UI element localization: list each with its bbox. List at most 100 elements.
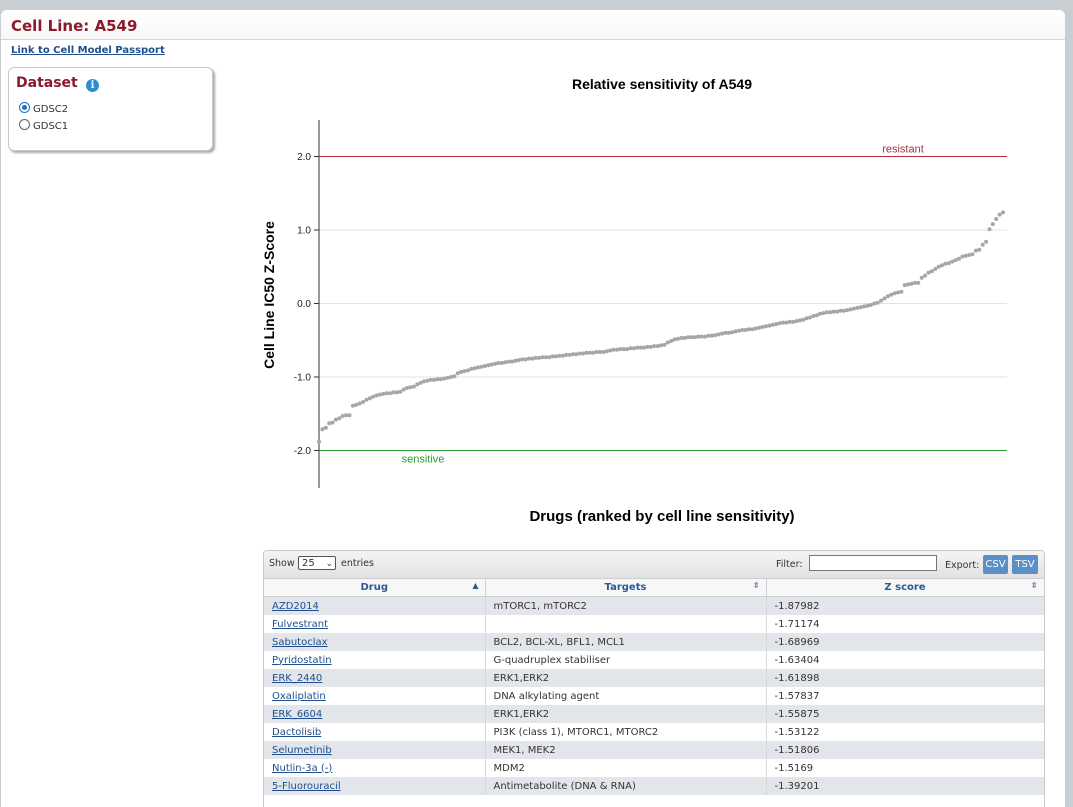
data-point[interactable] (994, 217, 999, 221)
data-point[interactable] (411, 384, 416, 389)
data-point[interactable] (564, 352, 569, 357)
data-point[interactable] (340, 414, 345, 418)
data-point[interactable] (543, 355, 548, 360)
data-point[interactable] (554, 354, 558, 359)
data-point[interactable] (381, 391, 386, 396)
data-point[interactable] (601, 350, 606, 354)
data-point[interactable] (889, 292, 894, 297)
data-point[interactable] (858, 305, 863, 310)
data-point[interactable] (591, 350, 596, 355)
data-point[interactable] (347, 413, 352, 418)
drug-link[interactable]: Nutlin-3a (-) (272, 762, 333, 774)
data-point[interactable] (513, 358, 518, 363)
data-point[interactable] (720, 331, 724, 336)
data-point[interactable] (628, 346, 633, 351)
data-point[interactable] (625, 347, 630, 352)
data-point[interactable] (560, 353, 565, 358)
data-point[interactable] (415, 382, 420, 387)
data-point[interactable] (950, 259, 955, 264)
data-point[interactable] (770, 322, 775, 327)
drug-link[interactable]: 5-Fluorouracil (272, 780, 341, 792)
data-point[interactable] (581, 351, 586, 356)
data-point[interactable] (449, 375, 454, 379)
data-point[interactable] (486, 363, 491, 368)
csv-button[interactable]: CSV (983, 555, 1008, 574)
data-point[interactable] (537, 355, 542, 360)
data-point[interactable] (967, 253, 972, 257)
data-point[interactable] (777, 321, 782, 326)
data-point[interactable] (828, 310, 833, 315)
drug-link[interactable]: Selumetinib (272, 744, 332, 756)
data-point[interactable] (408, 385, 413, 390)
data-point[interactable] (648, 344, 653, 349)
data-point[interactable] (364, 397, 369, 402)
data-point[interactable] (659, 343, 663, 348)
data-point[interactable] (510, 359, 514, 364)
data-point[interactable] (611, 347, 616, 352)
data-point[interactable] (811, 314, 816, 318)
data-point[interactable] (330, 420, 335, 425)
data-point[interactable] (879, 298, 884, 303)
data-point[interactable] (909, 281, 914, 286)
data-point[interactable] (405, 386, 409, 390)
data-point[interactable] (750, 327, 755, 332)
filter-input[interactable] (809, 555, 937, 571)
drug-link[interactable]: ERK_2440 (272, 672, 323, 684)
data-point[interactable] (709, 333, 714, 338)
data-point[interactable] (469, 366, 474, 371)
data-point[interactable] (943, 261, 948, 266)
data-point[interactable] (997, 212, 1002, 217)
data-point[interactable] (418, 380, 423, 385)
data-point[interactable] (740, 328, 745, 332)
data-point[interactable] (980, 242, 985, 247)
data-point[interactable] (916, 280, 921, 285)
info-icon[interactable]: i (86, 79, 99, 92)
data-point[interactable] (821, 311, 826, 316)
data-point[interactable] (855, 305, 860, 310)
data-point[interactable] (432, 377, 437, 382)
data-point[interactable] (533, 355, 538, 360)
data-point[interactable] (665, 340, 670, 345)
data-point[interactable] (841, 308, 846, 313)
drug-link[interactable]: Sabutoclax (272, 636, 328, 648)
data-point[interactable] (984, 239, 989, 244)
data-point[interactable] (526, 356, 531, 361)
data-point[interactable] (780, 320, 785, 325)
data-point[interactable] (835, 309, 840, 314)
data-point[interactable] (733, 329, 738, 334)
data-point[interactable] (923, 273, 928, 278)
data-point[interactable] (645, 344, 650, 349)
data-point[interactable] (808, 315, 812, 320)
data-point[interactable] (466, 368, 470, 373)
data-point[interactable] (936, 264, 941, 269)
data-point[interactable] (963, 253, 968, 258)
data-point[interactable] (523, 357, 528, 362)
data-point[interactable] (530, 356, 535, 361)
data-point[interactable] (957, 256, 961, 261)
data-point[interactable] (736, 328, 741, 333)
page-size-select[interactable]: 25 ⌄ (298, 556, 336, 570)
data-point[interactable] (675, 336, 680, 341)
data-point[interactable] (787, 319, 792, 324)
data-point[interactable] (686, 335, 691, 340)
data-point[interactable] (669, 339, 674, 343)
data-point[interactable] (899, 289, 904, 294)
dataset-option-gdsc1[interactable]: GDSC1 (19, 119, 68, 132)
data-point[interactable] (882, 296, 887, 301)
data-point[interactable] (794, 319, 799, 324)
drug-link[interactable]: Fulvestrant (272, 618, 329, 630)
data-point[interactable] (848, 307, 853, 312)
data-point[interactable] (482, 364, 487, 368)
data-point[interactable] (337, 416, 342, 421)
data-point[interactable] (852, 306, 856, 311)
drug-link[interactable]: AZD2014 (272, 600, 319, 612)
column-header-zscore[interactable]: Z score ⇳ (766, 579, 1044, 597)
data-point[interactable] (587, 350, 592, 355)
data-point[interactable] (706, 333, 711, 338)
data-point[interactable] (933, 267, 938, 271)
radio-checked-icon[interactable] (19, 102, 30, 113)
data-point[interactable] (428, 377, 433, 382)
data-point[interactable] (716, 332, 721, 337)
data-point[interactable] (872, 301, 877, 306)
data-point[interactable] (344, 413, 349, 418)
